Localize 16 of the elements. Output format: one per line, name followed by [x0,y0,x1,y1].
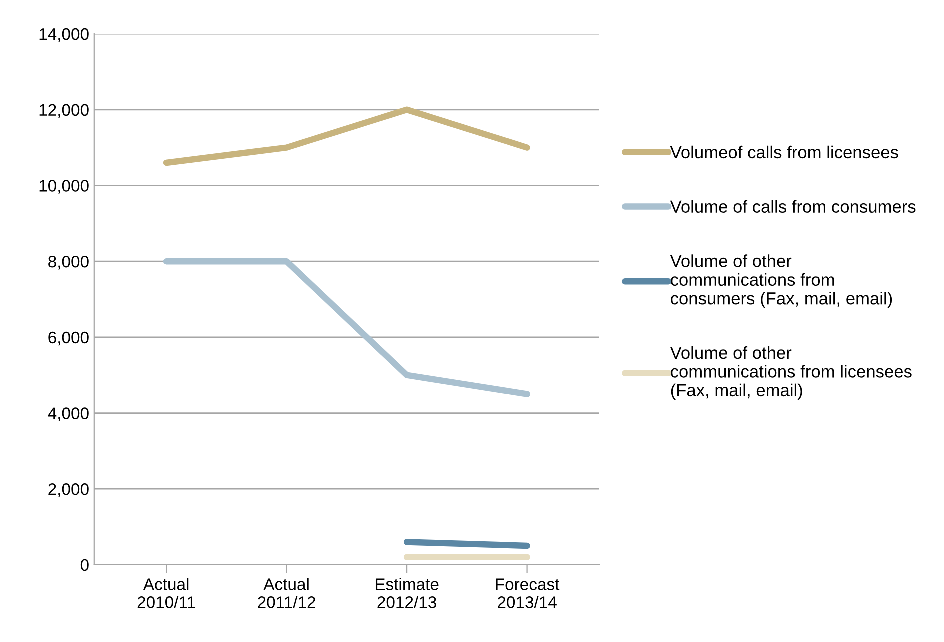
legend-label: Volumeof calls from licensees [670,146,898,159]
y-tick-label: 14,000 [40,28,89,42]
x-tick-label: Estimate 2012/13 [376,578,439,608]
y-tick-label: 6,000 [48,332,89,346]
y-tick-label: 12,000 [40,104,89,118]
x-tick-label: Actual 2011/12 [258,578,316,608]
y-tick-label: 2,000 [48,484,89,498]
legend-label: Volume of calls from consumers [670,200,916,214]
x-tick-label: Actual 2010/11 [138,578,196,608]
y-tick-label: 10,000 [40,180,89,194]
y-tick-label: 8,000 [48,256,89,270]
legend-label: Volume of other communications from consumers (Fax, mail, email) [670,254,892,308]
x-tick-label: Forecast 2013/14 [496,578,560,608]
y-tick-label: 4,000 [48,408,89,422]
y-tick-label: 0 [80,559,89,572]
legend-label: Volume of other communications from licensees (Fax, mail, email) [670,346,912,400]
